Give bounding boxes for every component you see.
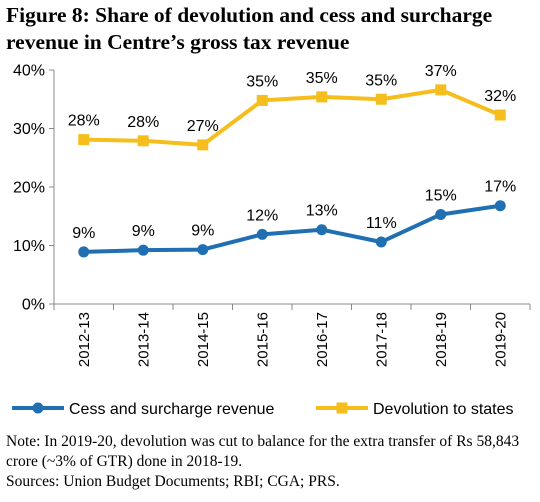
- y-axis-ticks: 0% 10% 20% 30% 40%: [13, 63, 54, 314]
- data-label: 13%: [306, 203, 338, 220]
- x-tick-label: 2014-15: [195, 312, 212, 367]
- legend-item-devolution: Devolution to states: [316, 401, 514, 418]
- y-tick-label: 10%: [13, 238, 45, 255]
- legend-item-cess-surcharge: Cess and surcharge revenue: [12, 401, 275, 418]
- series-devolution: 28% 28% 27% 35% 35% 35% 37% 32%: [68, 63, 516, 151]
- y-tick-label: 20%: [13, 180, 45, 197]
- sources-text: Sources: Union Budget Documents; RBI; CG…: [6, 473, 340, 490]
- data-point: [197, 244, 209, 256]
- chart-note: Note: In 2019-20, devolution was cut to …: [6, 432, 536, 492]
- data-point: [435, 208, 447, 220]
- series-line: [83, 203, 501, 254]
- data-label: 32%: [484, 88, 516, 105]
- legend-marker: [32, 402, 44, 414]
- data-label: 15%: [425, 187, 457, 204]
- data-label: 12%: [246, 207, 278, 224]
- data-label: 28%: [68, 113, 100, 130]
- data-point: [494, 200, 506, 212]
- data-point: [256, 228, 268, 240]
- line-chart: 0% 10% 20% 30% 40% 2012-13 2013-14 2014-15 2015…: [12, 63, 531, 418]
- data-point: [316, 91, 328, 103]
- x-tick-label: 2018-19: [433, 312, 450, 367]
- legend-label: Devolution to states: [373, 401, 514, 418]
- series-line: [83, 87, 502, 147]
- x-tick-label: 2016-17: [314, 312, 331, 367]
- y-tick-label: 40%: [13, 63, 45, 80]
- note-text: Note: In 2019-20, devolution was cut to …: [6, 433, 520, 470]
- data-label: 17%: [484, 179, 516, 196]
- series-layer: 9% 9% 9% 12% 13% 11% 15% 17% 28% 28% 27% 35% 35% 35% 3…: [68, 63, 516, 258]
- data-label: 37%: [425, 63, 457, 80]
- data-label: 9%: [72, 225, 95, 242]
- y-tick-label: 30%: [13, 121, 45, 138]
- chart-axes: [53, 70, 530, 305]
- data-label: 11%: [366, 215, 397, 232]
- data-point: [197, 139, 209, 151]
- data-label: 35%: [365, 72, 397, 89]
- data-label: 35%: [246, 73, 278, 90]
- data-point: [256, 94, 268, 106]
- data-point: [375, 93, 387, 105]
- data-point: [494, 109, 506, 121]
- chart-title: Figure 8: Share of devolution and cess a…: [6, 3, 493, 54]
- x-tick-label: 2013-14: [135, 312, 152, 367]
- data-point: [137, 244, 149, 256]
- data-label: 9%: [191, 223, 214, 240]
- data-label: 27%: [187, 118, 219, 135]
- legend-marker: [336, 402, 348, 414]
- x-tick-label: 2015-16: [254, 312, 271, 367]
- data-label: 9%: [132, 223, 155, 240]
- y-tick-label: 0%: [22, 297, 45, 314]
- chart-legend: Cess and surcharge revenue Devolution to …: [12, 401, 514, 418]
- data-point: [78, 246, 90, 258]
- series-cess-surcharge: 9% 9% 9% 12% 13% 11% 15% 17%: [72, 179, 516, 258]
- x-tick-label: 2012-13: [76, 312, 93, 367]
- data-point: [137, 135, 149, 147]
- x-tick-label: 2019-20: [492, 312, 509, 367]
- data-point: [78, 134, 90, 146]
- data-label: 28%: [127, 114, 159, 131]
- data-label: 35%: [306, 70, 338, 87]
- legend-label: Cess and surcharge revenue: [69, 401, 275, 418]
- data-point: [316, 224, 328, 236]
- data-point: [375, 236, 387, 248]
- x-axis-ticks: 2012-13 2013-14 2014-15 2015-16 2016-17 2017-…: [53, 304, 531, 367]
- x-tick-label: 2017-18: [373, 312, 390, 367]
- data-point: [435, 84, 447, 96]
